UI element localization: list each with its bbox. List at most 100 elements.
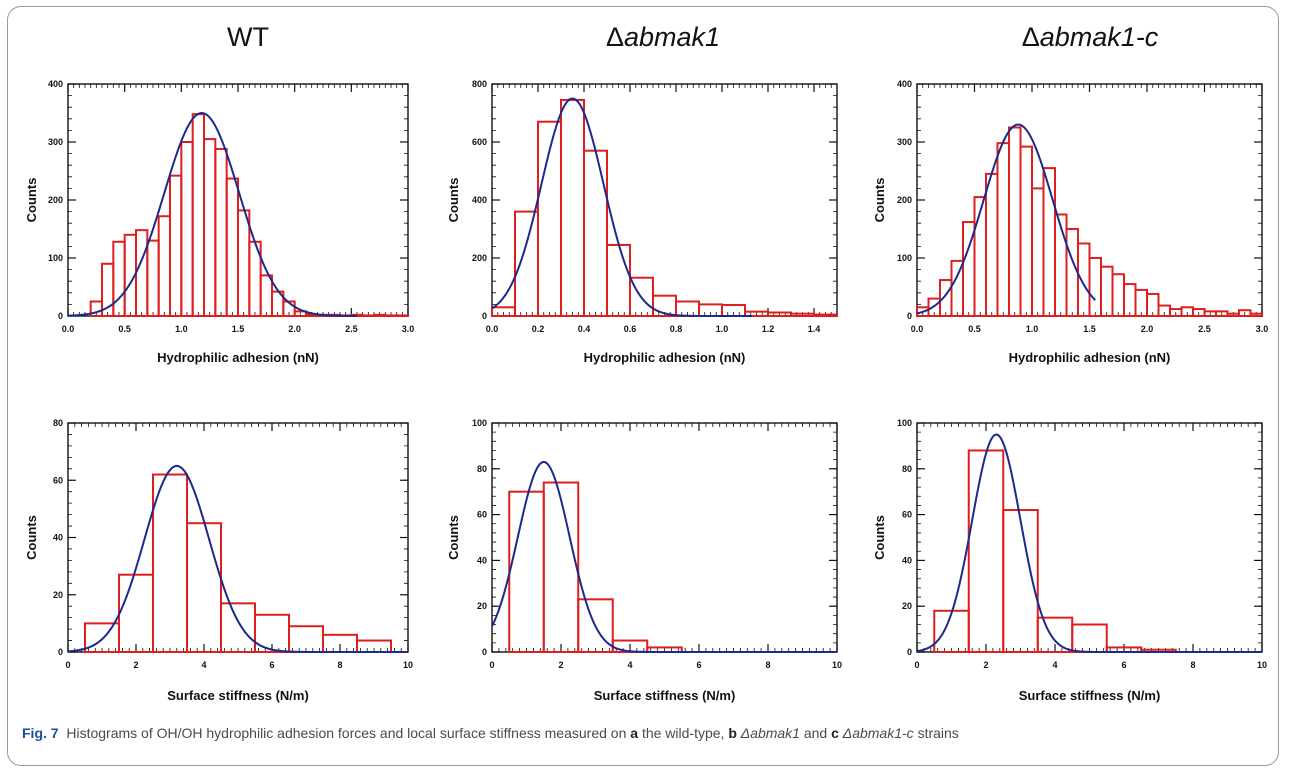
figure-caption: Fig. 7 Histograms of OH/OH hydrophilic a… <box>22 724 1262 743</box>
chart-abmak1-stiffness-xtick-label-5: 10 <box>832 660 842 670</box>
chart-abmak1-stiffness-bar-0 <box>508 490 545 654</box>
chart-abmak1-c-adhesion-ylabel: Counts <box>872 178 887 223</box>
chart-wt-stiffness-bar-4 <box>220 602 256 654</box>
chart-wt-adhesion-bar-26 <box>384 314 398 318</box>
chart-abmak1-stiffness-bar-2 <box>577 598 614 654</box>
panel-title-abmak1-c-delta: Δ <box>1022 22 1040 52</box>
chart-abmak1-c-adhesion-ytick-label-1: 100 <box>897 253 912 263</box>
chart-wt-stiffness-ylabel: Counts <box>24 515 39 560</box>
chart-abmak1-c-adhesion-xtick-label-3: 1.5 <box>1083 324 1096 334</box>
chart-abmak1-stiffness-ytick-label-3: 60 <box>477 510 487 520</box>
caption-text-b: Δabmak1 <box>740 725 800 741</box>
chart-wt-adhesion-bar-8 <box>180 141 194 317</box>
chart-abmak1-c-adhesion-bar-8 <box>1008 126 1022 317</box>
chart-abmak1-c-adhesion-xtick-label-5: 2.5 <box>1198 324 1211 334</box>
chart-abmak1-adhesion-xtick-label-5: 1.0 <box>716 324 729 334</box>
chart-abmak1-c-stiffness-ytick-label-2: 40 <box>902 555 912 565</box>
chart-abmak1-c-adhesion-xtick-label-6: 3.0 <box>1256 324 1269 334</box>
chart-abmak1-adhesion-frame <box>491 83 838 317</box>
caption-fig-label: Fig. 7 <box>22 725 59 741</box>
chart-abmak1-adhesion-ylabel: Counts <box>446 178 461 223</box>
chart-abmak1-stiffness-ylabel: Counts <box>446 515 461 560</box>
chart-abmak1-adhesion-xtick-label-1: 0.2 <box>532 324 545 334</box>
chart-wt-adhesion-fit-curve <box>67 111 357 317</box>
chart-abmak1-adhesion-ytick-label-1: 200 <box>472 253 487 263</box>
chart-abmak1-stiffness-xtick-label-3: 6 <box>696 660 701 670</box>
chart-wt-adhesion-ytick-label-2: 200 <box>48 195 63 205</box>
chart-abmak1-c-stiffness-xtick-label-3: 6 <box>1121 660 1126 670</box>
chart-wt-adhesion-ytick-label-3: 300 <box>48 137 63 147</box>
chart-abmak1-c-adhesion-ytick-label-3: 300 <box>897 137 912 147</box>
chart-abmak1-stiffness-fit-curve <box>491 460 837 653</box>
chart-wt-adhesion-xtick-label-3: 1.5 <box>232 324 245 334</box>
caption-label-a: a <box>630 725 639 741</box>
chart-abmak1-adhesion-xtick-label-0: 0.0 <box>486 324 499 334</box>
chart-abmak1-adhesion-bar-1 <box>514 210 539 318</box>
chart-abmak1-adhesion-ytick-label-0: 0 <box>482 311 487 321</box>
chart-abmak1-c-stiffness-xtick-label-1: 2 <box>983 660 988 670</box>
chart-wt-stiffness-bar-2 <box>152 473 188 653</box>
chart-wt-adhesion-ylabel: Counts <box>24 178 39 223</box>
chart-wt-adhesion-ytick-label-0: 0 <box>58 311 63 321</box>
chart-abmak1-c-adhesion-fit-curve <box>916 123 1096 315</box>
chart-wt-stiffness-ytick-label-1: 20 <box>53 590 63 600</box>
chart-wt-adhesion-bar-6 <box>157 215 171 318</box>
panel-title-wt: WT <box>227 22 269 52</box>
chart-abmak1-c-stiffness-ytick-label-4: 80 <box>902 464 912 474</box>
chart-abmak1-adhesion-fit-curve <box>491 97 752 317</box>
chart-wt-adhesion: 0.0 0.5 1.0 1.5 2.0 2.5 3.0 0 100 200 300 400 Hydrop… <box>24 79 414 365</box>
panel-title-abmak1-delta: Δ <box>606 22 624 52</box>
chart-abmak1-c-stiffness-bar-1 <box>967 449 1005 654</box>
chart-wt-stiffness-bar-1 <box>118 573 154 654</box>
chart-abmak1-c-adhesion-xtick-label-4: 2.0 <box>1141 324 1154 334</box>
chart-wt-adhesion-bar-27 <box>395 314 410 318</box>
chart-wt-adhesion-xtick-label-5: 2.5 <box>345 324 358 334</box>
chart-abmak1-stiffness-xtick-label-0: 0 <box>489 660 494 670</box>
chart-abmak1-c-adhesion-xlabel: Hydrophilic adhesion (nN) <box>1009 350 1171 365</box>
chart-wt-adhesion-xtick-label-6: 3.0 <box>402 324 415 334</box>
chart-wt-adhesion-xtick-label-0: 0.0 <box>62 324 75 334</box>
chart-wt-adhesion-bar-9 <box>191 113 205 317</box>
chart-abmak1-c-adhesion-bar-7 <box>996 142 1010 317</box>
chart-abmak1-c-adhesion-bar-14 <box>1077 242 1091 317</box>
chart-abmak1-c-adhesion-ytick-label-2: 200 <box>897 195 912 205</box>
caption-and: and <box>803 725 828 741</box>
chart-abmak1-adhesion-xtick-label-6: 1.2 <box>762 324 775 334</box>
chart-abmak1-c-adhesion-bar-2 <box>939 279 953 318</box>
chart-abmak1-adhesion-ytick-label-2: 400 <box>472 195 487 205</box>
chart-wt-stiffness-ytick-label-2: 40 <box>53 533 63 543</box>
chart-abmak1-stiffness-ytick-label-5: 100 <box>472 418 487 428</box>
caption-text-1: Histograms of OH/OH hydrophilic adhesion… <box>66 725 627 741</box>
chart-abmak1-adhesion-xtick-label-3: 0.6 <box>624 324 637 334</box>
chart-abmak1-stiffness-xtick-label-4: 8 <box>765 660 770 670</box>
chart-wt-adhesion-bar-11 <box>214 147 228 317</box>
chart-wt-adhesion-bar-24 <box>361 314 376 318</box>
chart-wt-adhesion-ytick-label-1: 100 <box>48 253 63 263</box>
chart-abmak1-c-stiffness-xtick-label-2: 4 <box>1052 660 1057 670</box>
charts-group: 0.0 0.5 1.0 1.5 2.0 2.5 3.00100200300400Hydrop… <box>24 79 1268 703</box>
chart-abmak1-adhesion-xtick-label-4: 0.8 <box>670 324 683 334</box>
chart-wt-adhesion-xtick-label-1: 0.5 <box>118 324 131 334</box>
chart-wt-adhesion-bar-7 <box>169 174 183 317</box>
chart-abmak1-adhesion-ytick-label-3: 600 <box>472 137 487 147</box>
chart-wt-stiffness-xlabel: Surface stiffness (N/m) <box>167 688 309 703</box>
caption-text-a: the wild-type, <box>641 725 725 741</box>
chart-wt-adhesion-ytick-label-4: 400 <box>48 79 63 89</box>
chart-abmak1-c-adhesion-bar-18 <box>1123 283 1137 318</box>
chart-wt-adhesion-bar-4 <box>135 229 149 317</box>
chart-abmak1-adhesion-bar-4 <box>583 149 608 317</box>
chart-wt-adhesion-xtick-label-4: 2.0 <box>288 324 301 334</box>
chart-wt-adhesion-bar-25 <box>373 313 387 317</box>
chart-wt-stiffness-bar-3 <box>186 522 222 653</box>
chart-abmak1-c-adhesion-bar-6 <box>985 172 999 317</box>
panel-title-abmak1-c-name: abmak1-c <box>1040 22 1159 52</box>
chart-abmak1-c-adhesion-ytick-label-0: 0 <box>907 311 912 321</box>
chart-abmak1-c-adhesion-xtick-label-0: 0.0 <box>911 324 924 334</box>
chart-abmak1-adhesion-bar-14 <box>813 313 838 317</box>
chart-abmak1-c-adhesion-bar-17 <box>1111 273 1125 317</box>
chart-wt-adhesion-xlabel: Hydrophilic adhesion (nN) <box>157 350 319 365</box>
chart-wt-adhesion-bar-2 <box>112 240 126 317</box>
chart-abmak1-c-stiffness-ytick-label-1: 20 <box>902 601 912 611</box>
chart-abmak1-c-stiffness-bar-4 <box>1071 623 1108 654</box>
